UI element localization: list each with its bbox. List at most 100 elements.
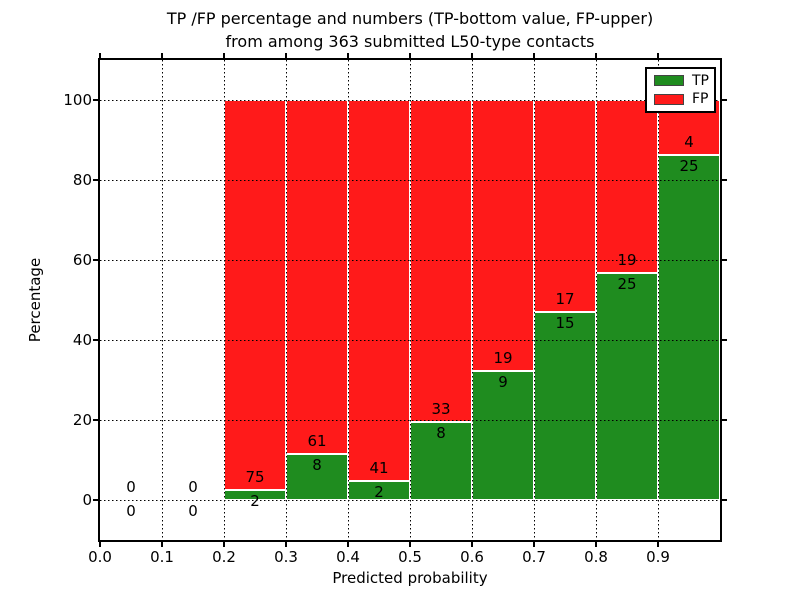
legend-item-fp: FP — [654, 92, 714, 106]
x-tick-mark-bottom — [409, 542, 411, 547]
fp-count-label: 41 — [369, 459, 389, 478]
y-tick-mark-left — [93, 499, 98, 501]
fp-count-label: 19 — [617, 250, 637, 269]
fp-count-label: 4 — [684, 133, 694, 152]
tp-bar-segment — [596, 272, 658, 500]
tp-bar-segment — [534, 312, 596, 500]
y-tick-label: 20 — [72, 411, 92, 429]
tp-count-label: 2 — [374, 483, 384, 502]
fp-legend-swatch — [654, 93, 684, 105]
x-tick-mark-top — [161, 53, 163, 58]
y-tick-mark-right — [722, 179, 727, 181]
x-tick-mark-bottom — [223, 542, 225, 547]
x-tick-label: 0.5 — [398, 548, 422, 566]
y-gridline — [100, 339, 720, 341]
y-tick-label: 100 — [63, 91, 92, 109]
y-axis-label: Percentage — [26, 257, 44, 343]
legend-item-tp: TP — [654, 74, 714, 88]
y-gridline — [100, 259, 720, 261]
x-tick-mark-top — [533, 53, 535, 58]
fp-bar-segment — [286, 100, 348, 454]
y-gridline — [100, 179, 720, 181]
x-tick-label: 0.6 — [460, 548, 484, 566]
x-tick-mark-top — [99, 53, 101, 58]
x-tick-label: 0.1 — [150, 548, 174, 566]
x-tick-mark-top — [657, 53, 659, 58]
x-gridline — [595, 60, 597, 540]
tp-legend-swatch — [654, 75, 684, 87]
tp-count-label: 2 — [250, 491, 260, 510]
y-tick-label: 60 — [72, 251, 92, 269]
y-tick-mark-right — [722, 499, 727, 501]
fp-bar-segment — [410, 100, 472, 422]
fp-bar-segment — [534, 100, 596, 313]
tp-count-label: 0 — [188, 502, 198, 520]
chart-title-line2: from among 363 submitted L50-type contac… — [225, 32, 595, 51]
fp-count-label: 0 — [126, 478, 136, 496]
tp-bar-segment — [410, 421, 472, 500]
y-tick-mark-right — [722, 419, 727, 421]
y-tick-label: 80 — [72, 171, 92, 189]
fp-count-label: 0 — [188, 478, 198, 496]
y-tick-label: 40 — [72, 331, 92, 349]
fp-bar-segment — [472, 100, 534, 372]
x-tick-label: 0.7 — [522, 548, 546, 566]
x-tick-mark-top — [285, 53, 287, 58]
x-gridline — [533, 60, 535, 540]
x-gridline — [657, 60, 659, 540]
tp-count-label: 8 — [436, 423, 446, 442]
y-gridline — [100, 99, 720, 101]
fp-legend-label: FP — [692, 91, 709, 108]
x-tick-mark-top — [409, 53, 411, 58]
tp-legend-label: TP — [692, 72, 709, 89]
x-gridline — [347, 60, 349, 540]
y-gridline — [100, 419, 720, 421]
tp-count-label: 8 — [312, 455, 322, 474]
fp-count-label: 33 — [431, 399, 451, 418]
x-tick-mark-top — [471, 53, 473, 58]
x-tick-label: 0.8 — [584, 548, 608, 566]
y-gridline — [100, 499, 720, 501]
y-tick-mark-left — [93, 419, 98, 421]
x-tick-mark-bottom — [285, 542, 287, 547]
y-tick-mark-right — [722, 99, 727, 101]
x-tick-label: 0.3 — [274, 548, 298, 566]
x-tick-mark-top — [595, 53, 597, 58]
fp-count-label: 61 — [307, 431, 327, 450]
x-axis-label: Predicted probability — [332, 569, 488, 587]
fp-count-label: 19 — [493, 349, 513, 368]
y-tick-mark-left — [93, 339, 98, 341]
tp-count-label: 9 — [498, 373, 508, 392]
tp-count-label: 25 — [617, 274, 637, 293]
x-tick-mark-top — [223, 53, 225, 58]
tp-bar-segment — [658, 155, 720, 500]
x-gridline — [223, 60, 225, 540]
x-tick-mark-bottom — [533, 542, 535, 547]
y-tick-mark-left — [93, 179, 98, 181]
fp-bar-segment — [224, 100, 286, 490]
x-tick-label: 0.4 — [336, 548, 360, 566]
tp-count-label: 0 — [126, 502, 136, 520]
x-tick-label: 0.0 — [88, 548, 112, 566]
chart-title: TP /FP percentage and numbers (TP-bottom… — [167, 7, 653, 53]
x-tick-mark-bottom — [657, 542, 659, 547]
x-gridline — [285, 60, 287, 540]
x-tick-mark-top — [347, 53, 349, 58]
y-tick-mark-left — [93, 259, 98, 261]
x-tick-mark-bottom — [471, 542, 473, 547]
y-tick-mark-right — [722, 259, 727, 261]
x-tick-mark-bottom — [595, 542, 597, 547]
y-tick-mark-left — [93, 99, 98, 101]
fp-count-label: 17 — [555, 290, 575, 309]
x-tick-mark-bottom — [99, 542, 101, 547]
x-gridline — [409, 60, 411, 540]
y-tick-label: 0 — [82, 491, 92, 509]
fp-bar-segment — [596, 100, 658, 273]
legend: TP FP — [645, 67, 716, 113]
fp-count-label: 75 — [245, 467, 265, 486]
fp-bar-segment — [348, 100, 410, 482]
x-tick-label: 0.2 — [212, 548, 236, 566]
chart-title-line1: TP /FP percentage and numbers (TP-bottom… — [166, 9, 654, 28]
x-tick-label: 0.9 — [646, 548, 670, 566]
